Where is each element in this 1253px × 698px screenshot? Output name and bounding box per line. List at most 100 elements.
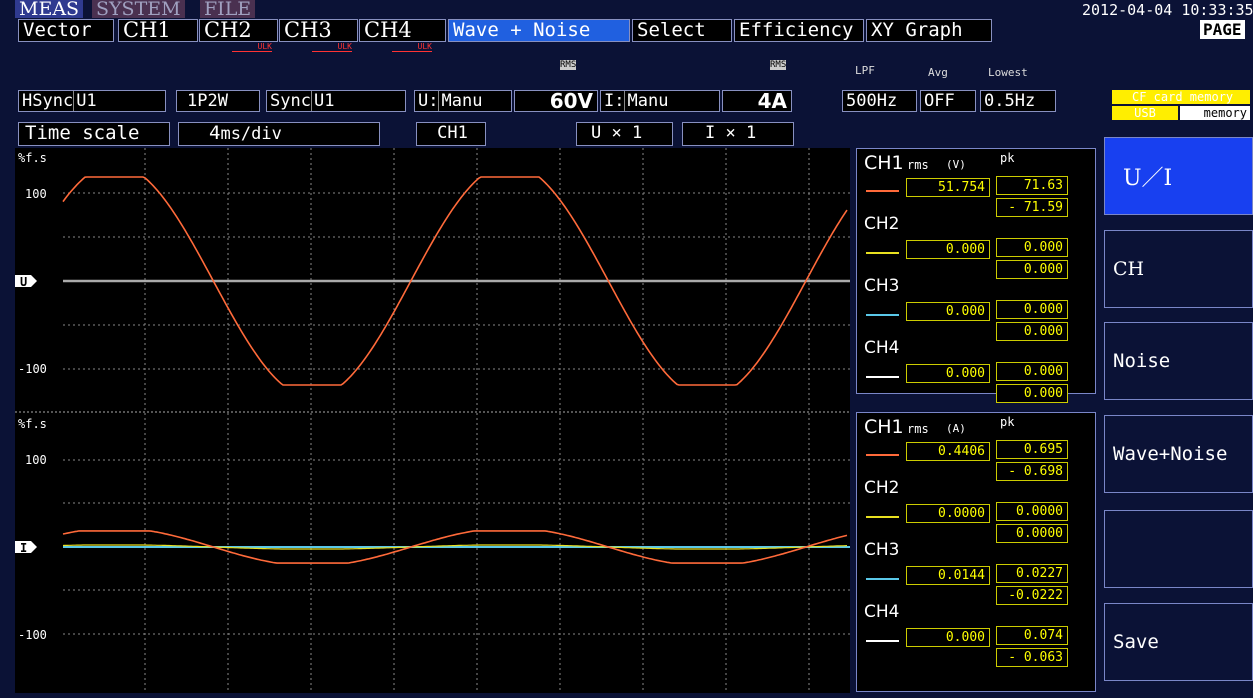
pk-pos: 71.63 [996,176,1068,195]
datetime: 2012-04-04 10:33:35 [1082,1,1253,19]
rms-value: 51.754 [906,178,990,197]
marker-label: I [20,541,27,555]
softkey[interactable]: CH [1104,230,1253,308]
menu-item[interactable]: CH4 [359,19,446,42]
sync[interactable]: Sync U1 [266,90,406,112]
pk-label: pk [1000,415,1015,429]
rms-value: 0.0144 [906,566,990,585]
u-marker-bg [15,275,37,287]
channel-name: CH3 [864,540,900,560]
unit-label: (A) [946,422,966,435]
tab[interactable]: MEAS [15,0,84,19]
pk-pos: 0.000 [996,362,1068,381]
value: × 1 [611,123,643,143]
pk-neg: - 0.063 [996,648,1068,667]
lowest[interactable]: 0.5Hz [980,90,1056,112]
background [15,148,850,693]
pk-pos: 0.0227 [996,564,1068,583]
unit-label: %f.s [18,417,47,431]
avg-label: Avg [928,66,948,79]
channel-name: CH1 [864,152,904,174]
lpf-label: LPF [855,64,875,77]
lpf[interactable]: 500Hz [842,90,917,112]
i-marker-bg [15,541,37,553]
channel[interactable]: CH1 [416,122,486,146]
tab[interactable]: SYSTEM [92,0,185,19]
ulk: ULK [232,42,272,52]
softkey[interactable]: U／I [1104,137,1253,215]
channel-name: CH1 [864,416,904,438]
rms-value: 0.000 [906,628,990,647]
axis-label: -100 [18,628,47,642]
menu-item[interactable]: Select [632,19,732,42]
usb: USB [1112,106,1178,120]
rms-value: 0.000 [906,364,990,383]
value: Manu [438,91,483,111]
pk-neg: 0.000 [996,384,1068,403]
pk-pos: 0.0000 [996,502,1068,521]
u-mode[interactable]: U: Manu [414,90,512,112]
ch2-wave [62,544,848,550]
hsync[interactable]: HSync U1 [18,90,166,112]
pk-neg: -0.0222 [996,586,1068,605]
i-zoom[interactable]: I × 1 [682,122,794,146]
pk-neg: 0.000 [996,260,1068,279]
wiring[interactable]: 1P2W [176,90,260,112]
ulk: ULK [392,42,432,52]
softkey[interactable]: Save [1104,603,1253,681]
value: U1 [310,91,335,111]
unit-label: (V) [946,158,966,171]
time-scale[interactable]: 4ms/div [178,122,380,146]
u-zoom[interactable]: U × 1 [576,122,673,146]
channel-name: CH4 [864,602,900,622]
softkey-empty[interactable] [1104,510,1253,588]
pk-neg: - 0.698 [996,462,1068,481]
pk-pos: 0.000 [996,300,1068,319]
rms-value: 0.4406 [906,442,990,461]
channel-name: CH2 [864,214,900,234]
ulk: ULK [312,42,352,52]
pk-neg: - 71.59 [996,198,1068,217]
value: U1 [73,91,97,111]
menu-item[interactable]: CH3 [279,19,358,42]
menu-item[interactable]: Wave + Noise [448,19,630,42]
rms-label: RMS [770,60,787,70]
u-range[interactable]: 60V [514,90,598,112]
channel-line [866,578,899,580]
rms-label: rms [907,158,929,172]
pk-label: pk [1000,151,1015,165]
channel-line [866,190,899,192]
channel-line [866,516,899,518]
cf-card: CF card memory [1112,90,1250,104]
value: × 1 [725,123,757,143]
rms-label: RMS [560,60,577,70]
channel-name: CH4 [864,338,900,358]
page-button[interactable]: PAGE [1200,20,1245,39]
channel-line [866,252,899,254]
menu-item[interactable]: XY Graph [866,19,992,42]
i-range[interactable]: 4A [722,90,792,112]
value: 4 [209,122,221,144]
softkey[interactable]: Wave+Noise [1104,415,1253,493]
rms-value: 0.000 [906,240,990,259]
axis-label: 100 [25,453,47,467]
value: Manu [624,91,669,111]
unit-label: %f.s [18,151,47,165]
avg[interactable]: OFF [920,90,976,112]
tab[interactable]: FILE [200,0,256,19]
rms-value: 0.0000 [906,504,990,523]
waveform-display: %f.s 100 -100 U %f.s 100 -100 I [15,148,850,693]
menu-item[interactable]: Vector [18,19,114,42]
menu-item[interactable]: CH2 [199,19,278,42]
unit: ms/div [220,124,282,144]
softkey[interactable]: Noise [1104,322,1253,400]
menu-item[interactable]: Efficiency [734,19,864,42]
voltage-wave [62,176,848,386]
label: Sync [270,91,311,111]
channel-line [866,454,899,456]
i-mode[interactable]: I: Manu [600,90,720,112]
label: HSync [22,91,74,111]
menu-item[interactable]: CH1 [118,19,198,42]
channel-line [866,376,899,378]
